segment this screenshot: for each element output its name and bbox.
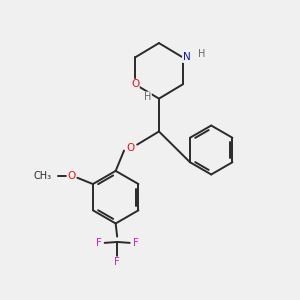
Text: O: O [131,79,139,89]
Text: O: O [67,171,76,181]
Text: F: F [114,257,120,267]
Text: H: H [198,49,205,59]
Text: CH₃: CH₃ [33,171,51,181]
Text: F: F [96,238,102,248]
Text: F: F [133,238,139,248]
Text: O: O [127,142,135,153]
Text: H: H [144,92,151,102]
Text: N: N [183,52,190,62]
